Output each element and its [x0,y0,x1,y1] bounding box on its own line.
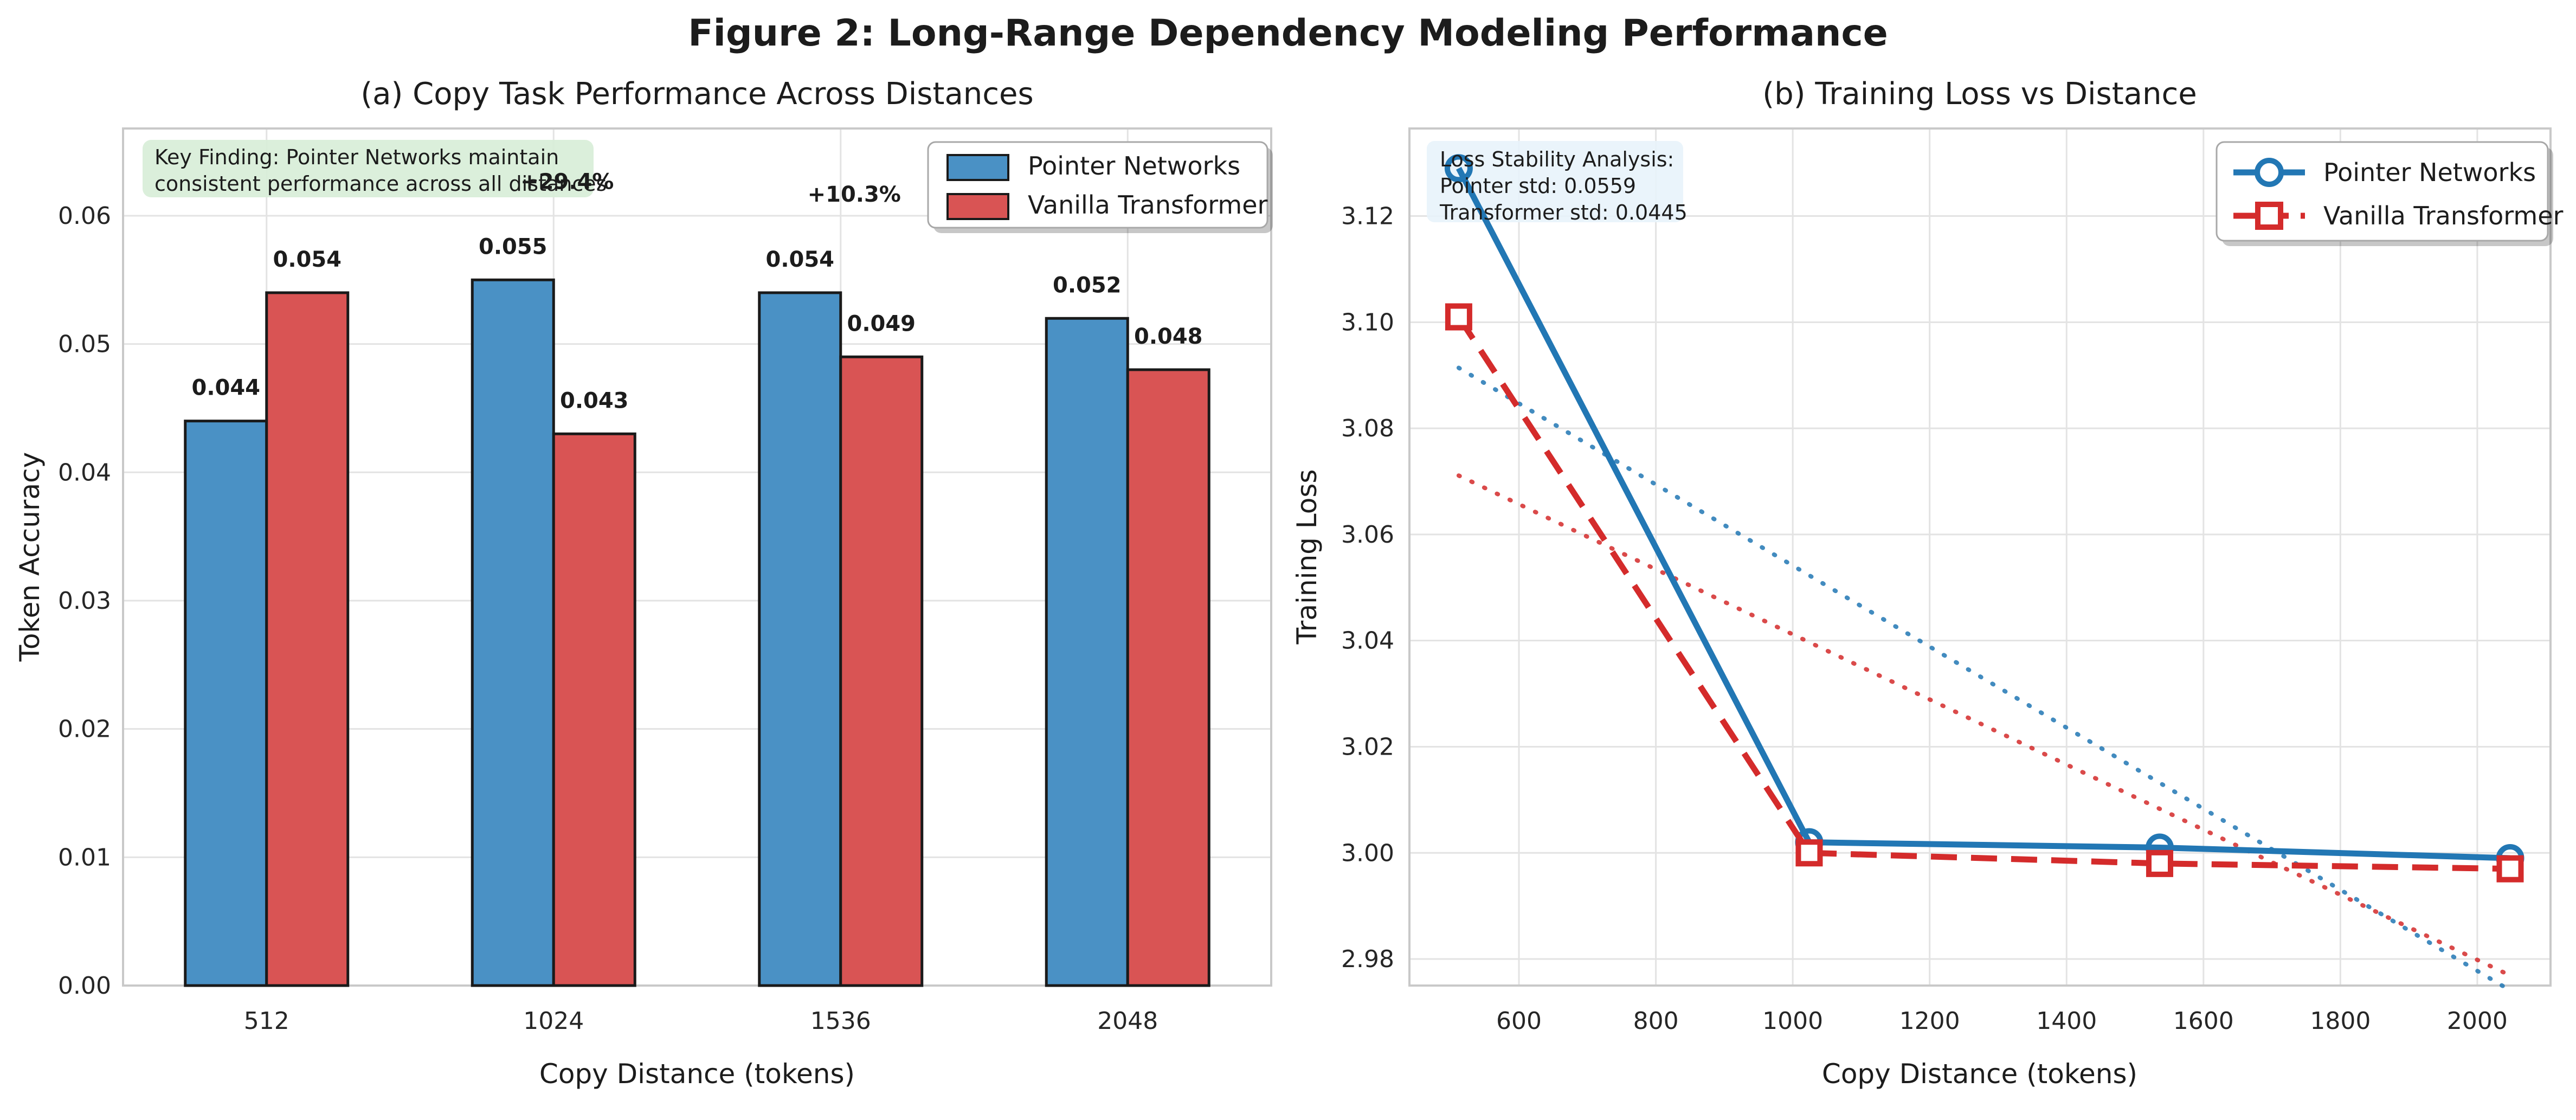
y-tick-label: 3.04 [1341,627,1394,655]
panel-b-plot-border [1408,127,2552,987]
legend-box [927,141,1268,229]
figure-title: Figure 2: Long-Range Dependency Modeling… [688,12,1888,55]
x-tick-label: 1800 [2310,1007,2371,1035]
y-tick-label: 3.06 [1341,521,1394,549]
bar-pointer-networks [1045,317,1129,987]
bar-value-label: 0.055 [479,234,548,259]
y-tick-label: 3.12 [1341,203,1394,230]
panel-a-tick-labels: 0.00 0.01 0.02 0.03 0.04 0.05 0.06 512 1024 1536 2… [58,202,1158,1035]
bar-pointer-networks [471,278,555,987]
panel-b-legend: Pointer Networks Vanilla Transformer [2216,141,2564,246]
data-point-circle [1444,154,1473,183]
x-tick-label: 1200 [1899,1007,1960,1035]
y-tick-label: 0.03 [58,587,111,615]
bar-vanilla-transformer [552,432,636,987]
legend-label-vanilla-transformer: Vanilla Transformer [1028,190,1268,220]
legend-label-pointer-networks: Pointer Networks [2323,158,2536,187]
series-line-vanilla-transformer [1456,315,2510,872]
x-tick-label: 512 [244,1007,289,1035]
gain-label: +10.3% [808,182,901,207]
x-tick-label: 2000 [2447,1007,2508,1035]
loss-stability-box [1427,141,1683,222]
x-tick-label: 1400 [2036,1007,2097,1035]
panel-a-legend: Pointer Networks Vanilla Transformer [927,141,1273,233]
y-tick-label: 0.00 [58,972,111,1000]
bar-value-label: 0.054 [765,247,834,272]
y-tick-label: 3.00 [1341,839,1394,867]
bar-value-label: 0.049 [847,311,916,336]
panel-a: (a) Copy Task Performance Across Distanc… [14,76,1273,1090]
legend-swatch-vanilla-transformer [946,193,1009,220]
bar-value-label: 0.054 [273,247,342,272]
bar-pointer-networks [184,420,268,987]
legend-label-vanilla-transformer: Vanilla Transformer [2323,201,2564,230]
bar-value-label: 0.048 [1134,324,1203,349]
bar-value-label: 0.044 [191,376,260,401]
x-tick-label: 800 [1633,1007,1679,1035]
data-point-square [1445,303,1472,331]
key-finding-box [143,140,594,197]
panel-b-series [1444,154,2525,993]
panel-b-gridlines [1409,128,2551,986]
panel-a-title: (a) Copy Task Performance Across Distanc… [360,76,1033,112]
loss-stability-line-1: Loss Stability Analysis: [1440,147,1674,171]
x-tick-label: 1600 [2173,1007,2234,1035]
y-tick-label: 3.10 [1341,308,1394,336]
y-tick-label: 0.06 [58,202,111,230]
trend-line-vanilla-transformer [1456,473,2513,978]
data-point-square [2496,855,2524,883]
panel-b-ylabel: Training Loss [1291,469,1323,645]
y-tick-label: 3.02 [1341,733,1394,761]
x-tick-label: 2048 [1097,1007,1158,1035]
series-line-pointer-networks [1456,166,2510,861]
x-tick-label: 1000 [1762,1007,1823,1035]
bar-value-label: 0.043 [560,388,629,413]
panel-b-tick-labels: 2.98 3.00 3.02 3.04 3.06 3.08 3.10 3.12 600 800 10… [1341,203,2508,1035]
bar-vanilla-transformer [265,291,350,987]
trend-line-pointer-networks [1456,365,2513,993]
bar-value-label: 0.052 [1053,273,1122,298]
legend-label-pointer-networks: Pointer Networks [1028,151,1240,181]
legend-swatch-pointer-networks [946,154,1009,181]
panel-b-xlabel: Copy Distance (tokens) [1822,1058,2137,1090]
y-tick-label: 2.98 [1341,945,1394,973]
loss-stability-line-3: Transformer std: 0.0445 [1439,201,1688,224]
data-point-square [2146,849,2173,877]
legend-square-marker-icon [2255,202,2283,230]
bar-vanilla-transformer [1126,368,1210,987]
panel-a-xlabel: Copy Distance (tokens) [539,1058,855,1090]
y-tick-label: 0.04 [58,459,111,486]
panel-a-bars [184,278,1210,987]
key-finding-line-1: Key Finding: Pointer Networks maintain [154,145,559,169]
key-finding-line-2: consistent performance across all distan… [154,172,607,196]
panel-a-value-labels: 0.044 0.055 0.054 0.052 0.054 0.043 0.049 0.048… [191,169,1202,413]
y-tick-label: 0.01 [58,844,111,871]
y-tick-label: 3.08 [1341,415,1394,442]
loss-stability-line-2: Pointer std: 0.0559 [1440,174,1636,198]
legend-circle-marker-icon [2255,158,2284,187]
panel-a-plot-border [122,127,1272,987]
y-tick-label: 0.02 [58,716,111,743]
gain-label: +29.4% [520,169,614,194]
x-tick-label: 1536 [810,1007,871,1035]
legend-box [2216,141,2549,242]
panel-a-ylabel: Token Accuracy [14,452,46,662]
x-tick-label: 600 [1496,1007,1542,1035]
bar-vanilla-transformer [839,355,924,987]
x-tick-label: 1024 [523,1007,584,1035]
panel-b: (b) Training Loss vs Distance Loss Stabi… [1291,76,2564,1090]
data-point-square [1795,839,1823,867]
bar-pointer-networks [758,291,842,987]
panel-b-title: (b) Training Loss vs Distance [1762,76,2197,112]
y-tick-label: 0.05 [58,331,111,358]
